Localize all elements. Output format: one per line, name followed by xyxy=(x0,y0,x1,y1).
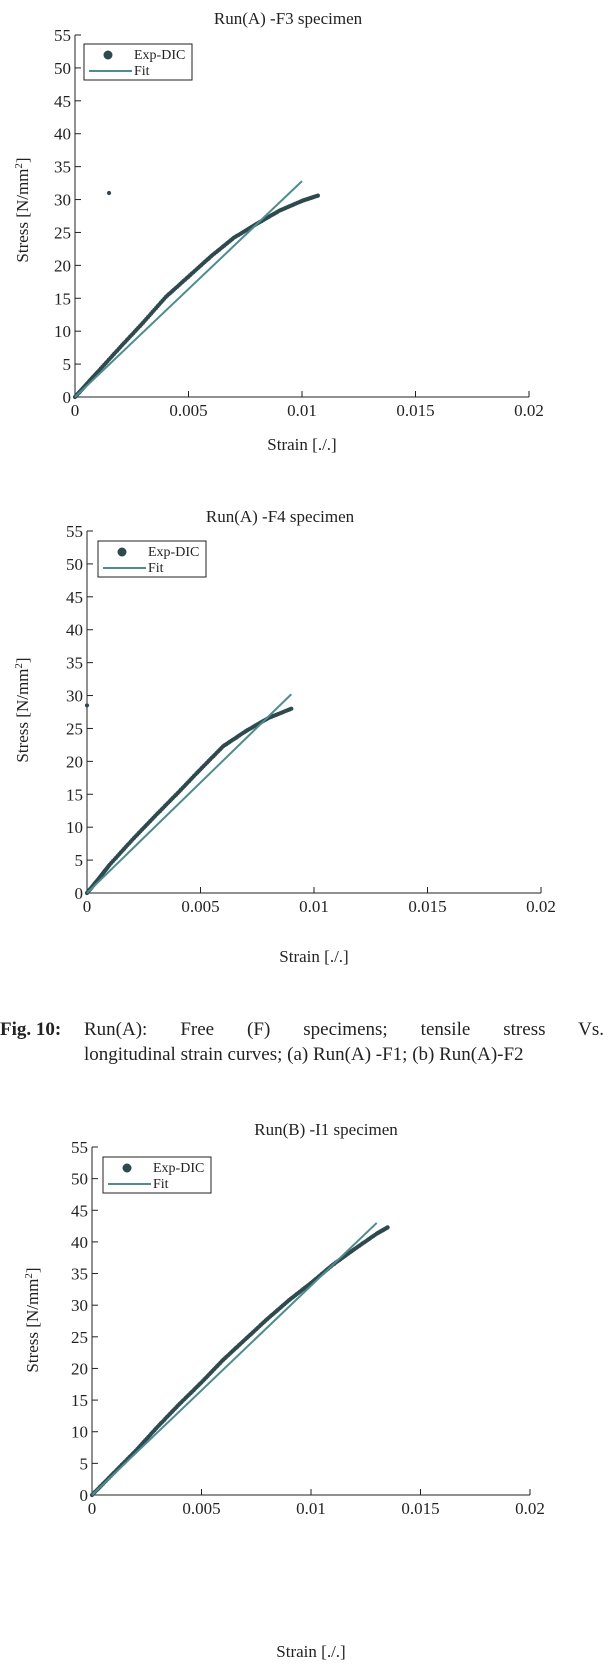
y-tick-label: 0 xyxy=(75,884,84,903)
chart-title: Run(A) -F3 specimen xyxy=(214,9,363,28)
y-tick-label: 30 xyxy=(66,687,83,706)
x-axis-label: Strain [./.] xyxy=(279,947,348,966)
x-tick-label: 0.015 xyxy=(396,401,434,420)
x-tick-label: 0.01 xyxy=(299,897,329,916)
y-axis-label: Stress [N/mm2] xyxy=(13,157,32,262)
y-tick-label: 5 xyxy=(63,355,72,374)
y-tick-label: 45 xyxy=(71,1201,88,1220)
y-tick-label: 35 xyxy=(71,1265,88,1284)
y-tick-label: 10 xyxy=(54,322,71,341)
y-tick-label: 15 xyxy=(66,785,83,804)
y-axis-label: Stress [N/mm2] xyxy=(13,657,32,762)
y-tick-label: 40 xyxy=(66,621,83,640)
y-tick-label: 40 xyxy=(71,1233,88,1252)
chart-2: Run(A) -F4 specimen 0 0.005 0.01 0.015 0.02 0 5… xyxy=(13,507,556,966)
x-tick-label: 0.02 xyxy=(515,1499,545,1518)
legend-label-exp: Exp-DIC xyxy=(134,48,185,63)
x-tick-label: 0.02 xyxy=(526,897,556,916)
y-tick-label: 45 xyxy=(54,92,71,111)
legend-box xyxy=(102,1156,212,1194)
y-tick-label: 50 xyxy=(66,555,83,574)
legend-marker-exp xyxy=(117,547,127,557)
y-tick-label: 55 xyxy=(66,522,83,541)
fit-line xyxy=(74,180,303,398)
chart-title: Run(B) -I1 specimen xyxy=(254,1120,398,1139)
x-tick-label: 0.01 xyxy=(296,1499,326,1518)
y-tick-label: 20 xyxy=(54,256,71,275)
legend-box xyxy=(97,540,207,578)
y-tick-label: 30 xyxy=(71,1296,88,1315)
legend-marker-exp xyxy=(103,50,113,60)
x-tick-label: 0.005 xyxy=(169,401,207,420)
y-tick-label: 0 xyxy=(80,1486,89,1505)
x-tick-label: 0.015 xyxy=(408,897,446,916)
y-tick-label: 25 xyxy=(71,1328,88,1347)
chart-title: Run(A) -F4 specimen xyxy=(206,507,355,526)
chart-3: Run(B) -I1 specimen 0 0.005 0.01 0.015 0.02 0 5… xyxy=(23,1120,545,1661)
y-tick-label: 15 xyxy=(54,289,71,308)
y-axis-label: Stress [N/mm2] xyxy=(23,1267,42,1372)
y-tick-label: 40 xyxy=(54,125,71,144)
y-tick-label: 15 xyxy=(71,1391,88,1410)
y-tick-label: 10 xyxy=(66,818,83,837)
x-tick-label: 0.015 xyxy=(401,1499,439,1518)
x-tick-label: 0.02 xyxy=(514,401,544,420)
y-tick-label: 25 xyxy=(66,719,83,738)
y-tick-label: 20 xyxy=(71,1359,88,1378)
y-tick-label: 35 xyxy=(66,654,83,673)
legend-label-exp: Exp-DIC xyxy=(148,545,199,560)
fit-line xyxy=(91,1222,378,1496)
legend-label-fit: Fit xyxy=(134,64,150,79)
exp-dic-point xyxy=(289,706,294,711)
legend-label-exp: Exp-DIC xyxy=(153,1161,204,1176)
figure-label: Fig. 10: xyxy=(0,1019,62,1040)
caption-line-1: Run(A): Free (F) specimens; tensile stre… xyxy=(84,1019,604,1040)
legend-label-fit: Fit xyxy=(153,1177,169,1192)
y-tick-label: 55 xyxy=(54,26,71,45)
fit-line xyxy=(86,693,292,894)
x-tick-label: 0.005 xyxy=(182,1499,220,1518)
x-tick-label: 0 xyxy=(83,897,92,916)
chart-1: Run(A) -F3 specimen 0 0.005 0.01 0.015 0.02 0 5… xyxy=(13,9,544,454)
exp-dic-point xyxy=(315,193,320,198)
legend-marker-exp xyxy=(122,1163,132,1173)
exp-dic-point xyxy=(385,1225,390,1230)
y-tick-label: 5 xyxy=(80,1454,89,1473)
y-tick-label: 50 xyxy=(71,1170,88,1189)
x-tick-label: 0.01 xyxy=(287,401,317,420)
legend-box xyxy=(83,43,193,81)
exp-dic-outlier-point xyxy=(106,190,112,196)
y-tick-label: 50 xyxy=(54,59,71,78)
x-tick-label: 0 xyxy=(71,401,80,420)
y-tick-label: 10 xyxy=(71,1423,88,1442)
y-tick-label: 20 xyxy=(66,752,83,771)
x-axis-label: Strain [./.] xyxy=(267,435,336,454)
y-tick-label: 35 xyxy=(54,158,71,177)
y-tick-label: 30 xyxy=(54,191,71,210)
exp-dic-outlier-point xyxy=(84,703,90,708)
y-tick-label: 5 xyxy=(75,851,84,870)
legend-label-fit: Fit xyxy=(148,561,164,576)
x-axis-label: Strain [./.] xyxy=(276,1642,345,1661)
x-tick-label: 0.005 xyxy=(181,897,219,916)
y-tick-label: 55 xyxy=(71,1138,88,1157)
y-tick-label: 45 xyxy=(66,588,83,607)
caption-line-2: longitudinal strain curves; (a) Run(A) -… xyxy=(84,1044,524,1065)
y-tick-label: 25 xyxy=(54,223,71,242)
x-tick-label: 0 xyxy=(88,1499,97,1518)
y-tick-label: 0 xyxy=(63,388,72,407)
